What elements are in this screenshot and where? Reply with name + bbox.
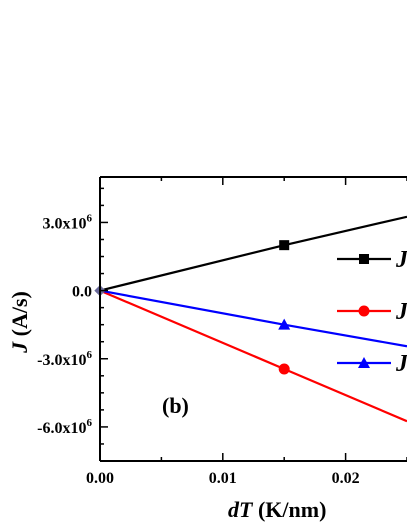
legend-marker <box>358 305 370 317</box>
data-point <box>278 363 290 375</box>
y-axis-unit: (A/s) <box>7 291 32 342</box>
panel-label: (b) <box>162 393 189 418</box>
legend-item-triangle: J <box>337 351 407 377</box>
y-tick-label: 0.0 <box>72 284 92 301</box>
legend-item-circle: J <box>337 299 407 325</box>
x-axis-var: dT <box>228 497 254 522</box>
x-axis-title: dT (K/nm) <box>228 497 326 522</box>
x-tick-label: 0.00 <box>86 470 114 487</box>
legend-label: J <box>395 351 407 377</box>
series-layer <box>94 215 407 423</box>
legend: JJJ <box>337 247 407 377</box>
x-axis-unit: (K/nm) <box>252 497 326 522</box>
series-square <box>99 215 407 292</box>
y-axis-title: J (A/s) <box>7 291 32 354</box>
y-tick-label: -3.0x106 <box>37 349 92 369</box>
legend-item-square: J <box>337 247 407 273</box>
x-tick-label: 0.01 <box>209 470 237 487</box>
legend-label: J <box>395 299 407 325</box>
legend-marker <box>358 357 370 368</box>
data-point <box>278 318 291 330</box>
y-axis-var: J <box>7 341 32 354</box>
series-line <box>99 289 407 348</box>
data-point <box>279 240 290 251</box>
axes <box>99 176 407 462</box>
series-line <box>99 215 407 292</box>
legend-marker <box>359 254 369 264</box>
legend-label: J <box>395 247 407 273</box>
y-tick-label: -6.0x106 <box>37 417 92 437</box>
series-triangle <box>99 289 407 348</box>
series-circle <box>99 289 407 423</box>
y-tick-label: 3.0x106 <box>43 212 93 232</box>
x-tick-label: 0.02 <box>332 470 360 487</box>
